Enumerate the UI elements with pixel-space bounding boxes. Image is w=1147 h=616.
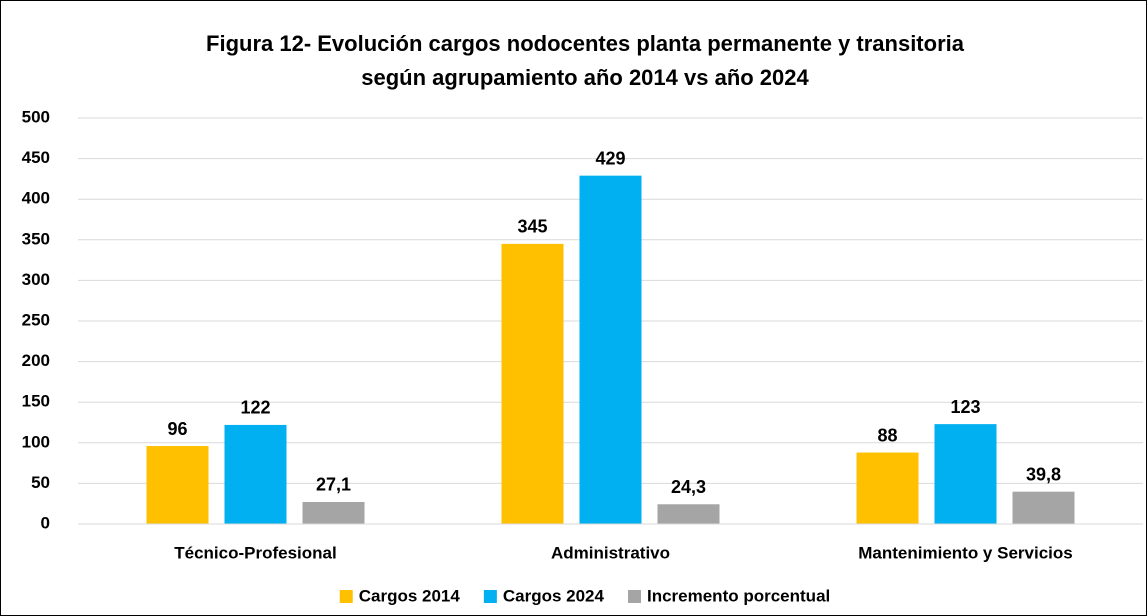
legend-swatch xyxy=(483,590,497,603)
y-tick-label: 400 xyxy=(22,189,50,208)
y-tick-label: 200 xyxy=(22,351,50,370)
y-tick-label: 350 xyxy=(22,229,50,248)
bar xyxy=(302,501,365,524)
bar xyxy=(1012,491,1075,524)
x-tick-label: Administrativo xyxy=(551,543,670,562)
data-label: 123 xyxy=(950,397,980,417)
x-tick-label: Técnico-Profesional xyxy=(174,543,336,562)
data-label: 345 xyxy=(517,217,547,237)
data-label: 429 xyxy=(595,148,625,168)
bar xyxy=(501,243,564,525)
legend-swatch xyxy=(627,590,641,603)
data-label: 122 xyxy=(240,398,270,418)
legend-swatch xyxy=(339,590,353,603)
data-label: 27,1 xyxy=(316,475,351,495)
y-tick-label: 250 xyxy=(22,310,50,329)
x-tick-label: Mantenimiento y Servicios xyxy=(858,543,1072,562)
y-tick-label: 300 xyxy=(22,270,50,289)
y-tick-label: 150 xyxy=(22,392,50,411)
bar xyxy=(579,175,642,525)
bar xyxy=(224,424,287,524)
bar xyxy=(856,452,919,524)
bar xyxy=(657,504,720,524)
y-tick-label: 100 xyxy=(22,432,50,451)
data-label: 24,3 xyxy=(671,477,706,497)
bar xyxy=(146,446,209,524)
bar xyxy=(934,424,997,524)
y-tick-label: 50 xyxy=(31,473,50,492)
y-tick-label: 500 xyxy=(22,107,50,126)
legend-label: Cargos 2014 xyxy=(359,586,461,605)
chart-title: según agrupamiento año 2014 vs año 2024 xyxy=(361,65,809,90)
y-tick-label: 450 xyxy=(22,148,50,167)
legend-label: Cargos 2024 xyxy=(503,586,605,605)
chart-title: Figura 12- Evolución cargos nodocentes p… xyxy=(206,31,965,56)
data-label: 96 xyxy=(167,419,187,439)
data-label: 88 xyxy=(877,425,897,445)
legend-label: Incremento porcentual xyxy=(647,586,830,605)
data-label: 39,8 xyxy=(1026,464,1061,484)
y-tick-label: 0 xyxy=(41,513,50,532)
